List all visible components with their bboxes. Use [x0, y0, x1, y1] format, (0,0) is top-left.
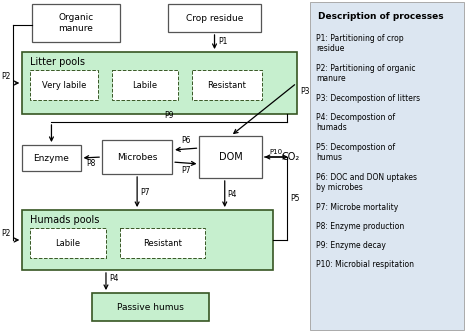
Text: P2: Partitioning of organic
manure: P2: Partitioning of organic manure [316, 64, 416, 83]
Bar [32, 4, 119, 42]
Text: P5: P5 [290, 194, 300, 203]
Text: Passive humus: Passive humus [118, 302, 184, 311]
Text: P10: Microbial respitation: P10: Microbial respitation [316, 260, 414, 269]
Text: P1: Partitioning of crop
residue: P1: Partitioning of crop residue [316, 34, 404, 53]
Text: P5: Decompostion of
humus: P5: Decompostion of humus [316, 143, 395, 162]
Text: P9: P9 [164, 111, 174, 120]
Text: P9: Enzyme decay: P9: Enzyme decay [316, 241, 386, 250]
Text: P3: P3 [301, 87, 310, 96]
Bar [30, 228, 106, 258]
Text: P7: P7 [140, 188, 149, 197]
Bar [119, 228, 205, 258]
Text: P4: P4 [109, 274, 118, 283]
Text: P7: Microbe mortality: P7: Microbe mortality [316, 203, 399, 212]
Text: P4: Decompostion of
humads: P4: Decompostion of humads [316, 113, 395, 132]
Bar [102, 140, 172, 174]
Bar [30, 70, 98, 100]
Text: Crop residue: Crop residue [186, 14, 243, 23]
Text: Resistant: Resistant [143, 238, 182, 247]
Text: Very labile: Very labile [42, 80, 86, 90]
Text: P10: P10 [270, 149, 283, 155]
Text: Organic
manure: Organic manure [58, 13, 93, 33]
Text: P4: P4 [228, 190, 237, 199]
Text: P7: P7 [181, 166, 191, 175]
Text: P2: P2 [1, 229, 10, 238]
Bar [22, 52, 297, 114]
Text: Labile: Labile [55, 238, 81, 247]
Text: CO₂: CO₂ [282, 152, 300, 162]
Bar [168, 4, 261, 32]
Text: P3: Decompostion of litters: P3: Decompostion of litters [316, 94, 420, 103]
Text: Humads pools: Humads pools [30, 215, 100, 225]
Bar [200, 136, 262, 178]
Text: Resistant: Resistant [207, 80, 246, 90]
Text: P8: Enzyme production: P8: Enzyme production [316, 222, 404, 231]
Text: Microbes: Microbes [117, 152, 157, 161]
Text: P8: P8 [87, 159, 96, 168]
Text: Labile: Labile [132, 80, 157, 90]
Text: P2: P2 [1, 72, 10, 81]
Text: P6: DOC and DON uptakes
by microbes: P6: DOC and DON uptakes by microbes [316, 173, 417, 193]
Bar [92, 293, 209, 321]
Text: P1: P1 [219, 37, 228, 46]
Text: Enzyme: Enzyme [34, 153, 69, 162]
Bar [191, 70, 262, 100]
Text: P6: P6 [181, 136, 191, 145]
Text: Litter pools: Litter pools [30, 57, 85, 67]
Bar [112, 70, 178, 100]
Text: DOM: DOM [219, 152, 243, 162]
Bar [310, 2, 464, 330]
Text: Description of processes: Description of processes [318, 12, 444, 21]
Bar [22, 210, 273, 270]
Bar [22, 145, 81, 171]
